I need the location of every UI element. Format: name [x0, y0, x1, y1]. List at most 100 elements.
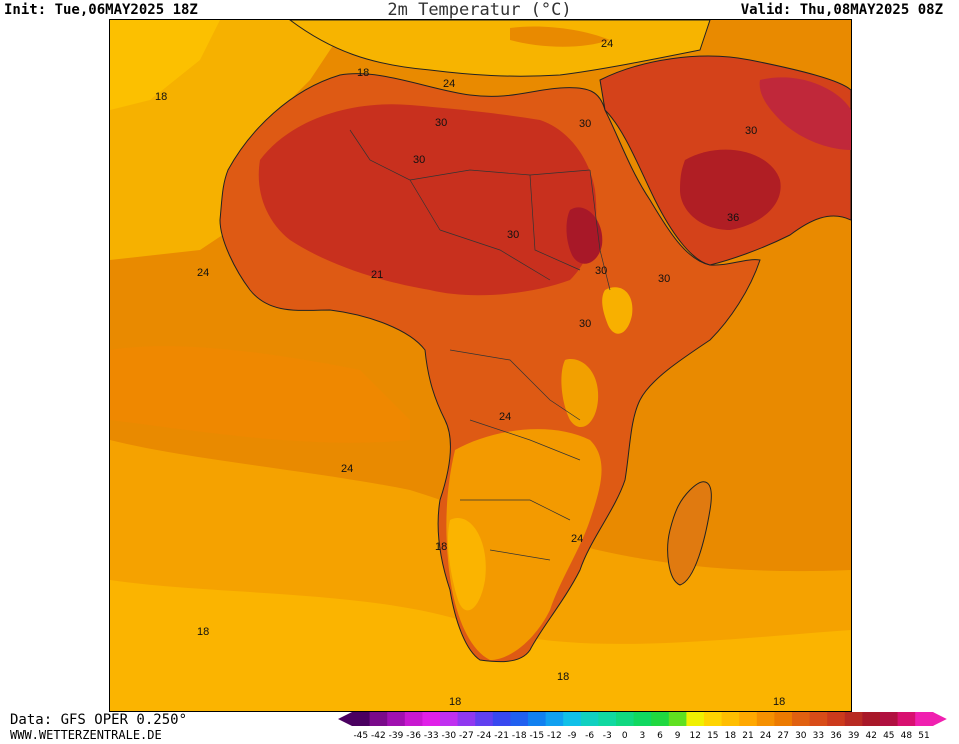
contour-label: 18 [357, 67, 369, 79]
legend-swatch [475, 712, 494, 726]
contour-label: 24 [197, 267, 209, 279]
legend-tick-label: -9 [568, 731, 577, 740]
contour-label: 24 [341, 463, 353, 475]
namibia-cool [447, 518, 486, 611]
contour-label: 30 [579, 318, 591, 330]
southern-africa-cool [446, 429, 602, 660]
legend-swatch [774, 712, 793, 726]
legend-tick-label: 48 [901, 731, 913, 740]
legend-swatch [897, 712, 916, 726]
mediterranean-sea [510, 26, 610, 47]
legend-tick-label: 39 [848, 731, 860, 740]
legend-swatch [352, 712, 371, 726]
legend-tick-label: 30 [795, 731, 807, 740]
legend-tick-label: 42 [865, 731, 876, 740]
madagascar [667, 481, 712, 586]
legend-swatch [404, 712, 423, 726]
legend-min-arrow [338, 712, 352, 726]
contour-label: 30 [595, 265, 607, 277]
legend-swatch [668, 712, 687, 726]
legend-tick-label: 18 [725, 731, 737, 740]
contour-label: 36 [727, 212, 739, 224]
legend-swatch [510, 712, 529, 726]
legend-max-arrow [932, 712, 947, 726]
contour-label: 21 [371, 269, 383, 281]
legend-tick-label: -27 [459, 731, 474, 740]
legend-swatch [844, 712, 863, 726]
legend-tick-label: 51 [918, 731, 929, 740]
legend-tick-label: -24 [477, 731, 492, 740]
legend-tick-label: 15 [707, 731, 718, 740]
legend-swatch [598, 712, 617, 726]
legend-tick-label: -36 [406, 731, 421, 740]
legend-swatch [651, 712, 670, 726]
contour-label: 30 [413, 154, 425, 166]
contour-label: 18 [449, 696, 461, 708]
legend-swatch [369, 712, 388, 726]
legend-tick-label: 3 [640, 731, 646, 740]
legend-swatch [880, 712, 899, 726]
contour-label: 18 [557, 671, 569, 683]
legend-tick-label: 9 [675, 731, 681, 740]
legend-bar: -45 -42 -39 -36 -33 -30 -27 -24 -21 -18 -15 -12 -9 -6… [338, 712, 947, 741]
legend-swatch [862, 712, 881, 726]
legend-swatch [633, 712, 652, 726]
legend-tick-label: -39 [389, 731, 404, 740]
legend-swatch [915, 712, 934, 726]
map-title: 2m Temperatur (°C) [387, 0, 572, 20]
valid-time-label: Valid: Thu,08MAY2025 08Z [740, 2, 943, 18]
contour-label: 24 [443, 78, 455, 90]
legend-swatch [827, 712, 846, 726]
arabia-hot-core [680, 149, 781, 230]
legend-swatch [686, 712, 705, 726]
contour-label: 18 [155, 91, 167, 103]
legend-tick-label: -45 [353, 731, 368, 740]
legend-swatch [563, 712, 582, 726]
contour-label: 30 [435, 117, 447, 129]
map-canvas: 18 18 24 30 30 30 24 30 36 24 30 21 30 3… [110, 20, 851, 711]
ethiopian-highlands [602, 287, 633, 334]
legend-swatch [457, 712, 476, 726]
contour-label: 24 [601, 38, 613, 50]
legend-tick-label: 33 [813, 731, 824, 740]
legend-swatch [616, 712, 635, 726]
contour-label: 30 [579, 118, 591, 130]
legend-tick-label: 21 [742, 731, 753, 740]
legend-tick-label: -12 [547, 731, 562, 740]
sahara-hot-core [258, 104, 597, 296]
legend-swatch [792, 712, 811, 726]
contour-label: 30 [507, 229, 519, 241]
north-atlantic-cooler [110, 20, 220, 110]
data-source-label: Data: GFS OPER 0.250° [10, 712, 188, 728]
legend-swatch [545, 712, 564, 726]
contour-label: 30 [745, 125, 757, 137]
legend-tick-label: 45 [883, 731, 894, 740]
sudan-hot-spot [566, 207, 603, 264]
legend-swatch [387, 712, 406, 726]
legend-swatch [580, 712, 599, 726]
legend-swatch [440, 712, 459, 726]
legend-swatch [528, 712, 547, 726]
legend-tick-label: -6 [585, 731, 594, 740]
equatorial-band [110, 346, 410, 443]
east-african-highlands [561, 359, 599, 428]
contour-label: 30 [658, 273, 670, 285]
legend-tick-label: 0 [622, 731, 628, 740]
contour-label: 24 [499, 411, 511, 423]
init-time-label: Init: Tue,06MAY2025 18Z [4, 2, 198, 18]
legend-swatch [756, 712, 775, 726]
contour-label: 18 [197, 626, 209, 638]
legend-tick-label: -3 [603, 731, 612, 740]
legend-tick-label: -42 [371, 731, 386, 740]
legend-tick-label: -33 [424, 731, 439, 740]
contour-labels: 18 18 24 30 30 30 24 30 36 24 30 21 30 3… [155, 38, 785, 708]
legend-swatch [721, 712, 740, 726]
legend-tick-label: 27 [777, 731, 788, 740]
iran-hot-region [759, 77, 851, 150]
legend-swatch [704, 712, 723, 726]
legend-tick-label: 24 [760, 731, 772, 740]
legend-swatch [422, 712, 441, 726]
legend-tick-label: 6 [657, 731, 663, 740]
southern-europe [289, 20, 711, 77]
temperature-map: 18 18 24 30 30 30 24 30 36 24 30 21 30 3… [109, 19, 852, 712]
